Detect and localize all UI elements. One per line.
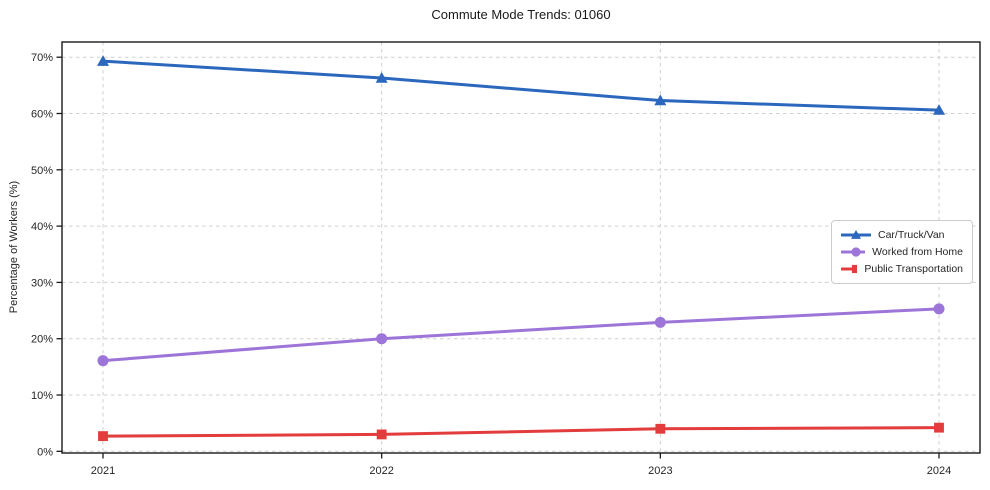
legend-swatch-car-truck-van [841,230,871,239]
x-tick-label: 2023 [648,465,672,477]
data-point-marker [933,303,945,315]
y-tick-label: 50% [31,165,53,177]
y-tick-label: 70% [31,52,53,64]
chart-title: Commute Mode Trends: 01060 [431,7,611,22]
legend: Car/Truck/Van Worked from Home Public Tran… [831,220,973,284]
legend-item-car-truck-van: Car/Truck/Van [841,228,963,242]
series-worked-from-home [97,303,945,367]
data-point-marker [375,72,388,83]
y-tick-label: 0% [37,446,53,458]
y-tick-label: 20% [31,334,53,346]
data-point-marker [655,423,666,434]
x-tick-label: 2021 [91,465,115,477]
legend-label: Worked from Home [872,246,963,258]
data-point-marker [654,316,666,328]
legend-swatch-worked-from-home [841,247,866,257]
y-tick-label: 40% [31,221,53,233]
data-point-marker [851,247,861,257]
legend-label: Public Transportation [864,263,963,275]
series-line-worked-from-home [101,307,941,363]
series-public-transportation [98,422,944,442]
y-tick-label: 10% [31,390,53,402]
data-point-marker [933,104,946,115]
data-point-marker [97,55,109,66]
series-line-car-truck-van [101,59,941,112]
y-tick-label: 60% [31,109,53,121]
legend-item-public-transportation: Public Transportation [841,262,963,276]
data-point-marker [376,333,388,345]
x-tick-label: 2022 [369,465,393,477]
x-tick-label: 2024 [927,465,951,477]
data-point-marker [851,264,858,274]
legend-item-worked-from-home: Worked from Home [841,245,963,259]
data-point-marker [654,94,667,106]
data-point-marker [934,422,944,433]
data-point-marker [97,355,109,367]
series-car-truck-van [97,55,946,115]
y-tick-label: 30% [31,277,53,289]
legend-label: Car/Truck/Van [878,229,945,241]
series-line-public-transportation [101,426,941,438]
data-point-marker [98,431,108,442]
legend-swatch-public-transportation [841,264,858,274]
data-point-marker [851,230,861,239]
data-point-marker [376,429,387,440]
plot-frame [61,41,981,454]
